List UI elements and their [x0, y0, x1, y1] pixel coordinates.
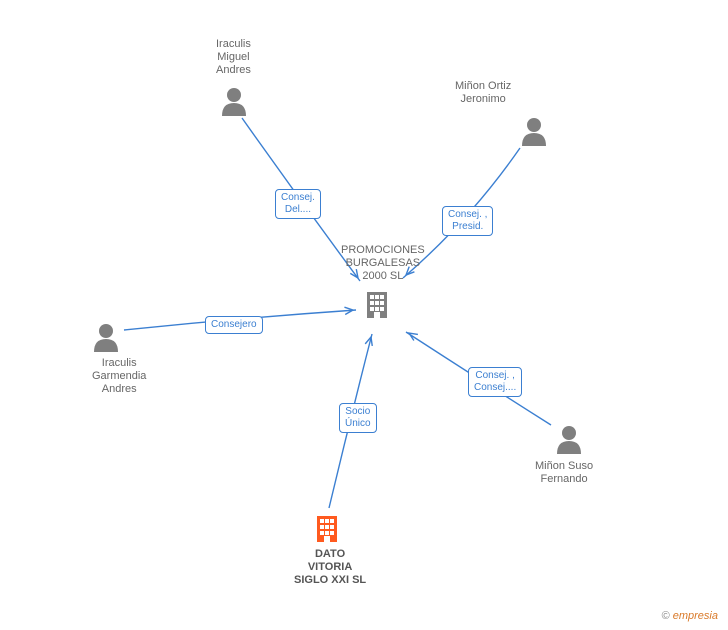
edge-label-consej-presid: Consej. , Presid.: [442, 206, 493, 236]
node-label-iraculis-garmendia: Iraculis Garmendia Andres: [92, 357, 146, 397]
edge-label-consej-consej: Consej. , Consej....: [468, 367, 522, 397]
center-line-1: PROMOCIONES: [341, 244, 425, 256]
edge-label-socio-unico: Socio Único: [339, 403, 377, 433]
copyright: © empresia: [662, 610, 718, 622]
edge-label-consejero: Consejero: [205, 316, 263, 334]
person-icon: [220, 86, 248, 116]
building-icon-highlight: [315, 514, 339, 542]
person-icon: [555, 424, 583, 454]
edge-label-consej-del: Consej. Del....: [275, 189, 321, 219]
node-label-dato-vitoria: DATO VITORIA SIGLO XXI SL: [294, 548, 366, 588]
center-company-label: PROMOCIONES BURGALESAS 2000 SL: [341, 244, 425, 284]
edges-layer: [0, 0, 728, 630]
center-building-icon: [365, 290, 389, 318]
person-icon: [92, 322, 120, 352]
node-label-minon-ortiz: Miñon Ortiz Jeronimo: [455, 80, 511, 106]
center-line-3: 2000 SL: [362, 270, 403, 282]
node-label-minon-suso: Miñon Suso Fernando: [535, 460, 593, 486]
copyright-symbol: ©: [662, 610, 670, 622]
node-label-iraculis-miguel: Iraculis Miguel Andres: [216, 38, 251, 78]
center-line-2: BURGALESAS: [346, 257, 421, 269]
person-icon: [520, 116, 548, 146]
copyright-brand: empresia: [673, 610, 718, 622]
